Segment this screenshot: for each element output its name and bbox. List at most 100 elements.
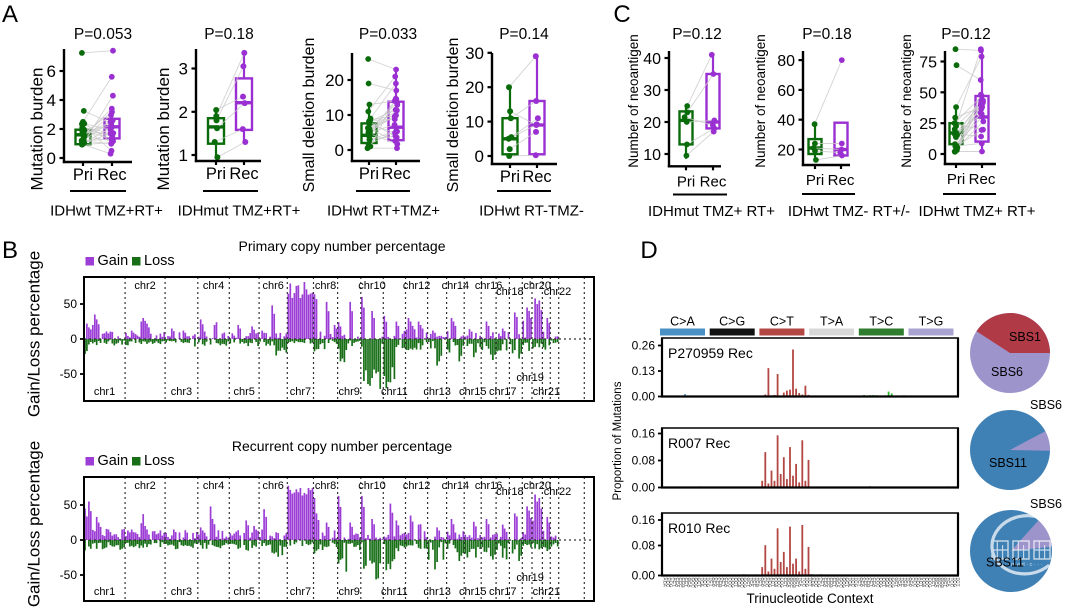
svg-text:chr1: chr1 (94, 386, 115, 398)
svg-text:TCC: TCC (752, 578, 757, 588)
svg-text:CCA: CCA (774, 578, 779, 589)
svg-text:ACA: ACA (663, 578, 668, 588)
svg-text:10: 10 (325, 106, 344, 125)
svg-text:TCG: TCG (952, 578, 957, 588)
svg-text:ACT: ACT (721, 578, 726, 587)
svg-text:SBS6: SBS6 (1030, 398, 1062, 412)
svg-text:Proportion of Mutations: Proportion of Mutations (612, 381, 624, 500)
svg-text:CCC: CCC (727, 578, 732, 589)
svg-text:chr4: chr4 (203, 480, 224, 492)
svg-text:IDHmut TMZ+RT+: IDHmut TMZ+RT+ (178, 203, 301, 220)
svg-text:0: 0 (475, 147, 484, 166)
svg-text:25: 25 (919, 116, 937, 133)
svg-text:GCT: GCT (697, 578, 702, 588)
svg-text:ACG: ACG (669, 578, 674, 588)
svg-text:CCG: CCG (829, 578, 834, 589)
svg-text:Pri: Pri (206, 165, 226, 183)
svg-text:ACG: ACG (915, 578, 920, 588)
svg-text:TCG: TCG (804, 578, 809, 588)
svg-text:GCC: GCC (838, 578, 843, 589)
svg-text:chr4: chr4 (203, 280, 224, 292)
svg-text:chr13: chr13 (423, 386, 451, 398)
svg-text:2: 2 (47, 120, 56, 139)
svg-text:Rec: Rec (229, 165, 258, 183)
svg-text:Rec: Rec (969, 171, 996, 188)
svg-text:ACC: ACC (666, 578, 671, 588)
svg-text:Small deletion burden: Small deletion burden (445, 38, 462, 193)
svg-text:TCA: TCA (700, 578, 705, 588)
svg-text:chr6: chr6 (263, 480, 284, 492)
svg-text:CCC: CCC (875, 578, 880, 589)
svg-text:GCA: GCA (934, 578, 939, 589)
svg-text:ACC: ACC (715, 578, 720, 588)
svg-text:TCC: TCC (801, 578, 806, 588)
svg-text:TCA: TCA (946, 578, 951, 588)
svg-text:CCA: CCA (724, 578, 729, 589)
svg-text:CCA: CCA (922, 578, 927, 589)
svg-text:GCC: GCC (789, 578, 794, 589)
svg-text:chr14: chr14 (442, 480, 470, 492)
svg-text:ACG: ACG (866, 578, 871, 588)
svg-text:50: 50 (64, 297, 78, 311)
svg-text:P=0.12: P=0.12 (672, 26, 722, 43)
svg-text:ACG: ACG (817, 578, 822, 588)
svg-text:P=0.18: P=0.18 (204, 26, 254, 43)
svg-text:0: 0 (47, 149, 56, 168)
svg-text:10: 10 (465, 113, 484, 132)
svg-text:chr18: chr18 (496, 486, 524, 498)
svg-text:A: A (2, 1, 18, 28)
svg-text:P=0.033: P=0.033 (359, 26, 417, 43)
svg-text:chr11: chr11 (381, 386, 408, 398)
svg-text:chr10: chr10 (358, 480, 386, 492)
svg-text:T>G: T>G (919, 315, 944, 329)
svg-text:6: 6 (47, 62, 56, 81)
svg-text:ACC: ACC (814, 578, 819, 588)
svg-text:chr8: chr8 (315, 480, 336, 492)
svg-text:TCT: TCT (808, 578, 813, 587)
svg-text:TCC: TCC (949, 578, 954, 588)
svg-text:40: 40 (777, 113, 795, 130)
svg-text:GCG: GCG (841, 578, 846, 589)
svg-text:chr22: chr22 (544, 486, 572, 498)
svg-text:Trinucleotide Context: Trinucleotide Context (746, 591, 873, 606)
svg-text:50: 50 (64, 498, 78, 512)
svg-text:· · · · m e d · c · · ·: · · · · m e d · c · · · (998, 562, 1043, 568)
svg-text:TCG: TCG (706, 578, 711, 588)
svg-text:C>A: C>A (670, 315, 695, 329)
svg-text:ACA: ACA (761, 578, 766, 588)
svg-text:chr12: chr12 (403, 480, 431, 492)
svg-text:GCT: GCT (845, 578, 850, 588)
svg-text:C>G: C>G (719, 315, 745, 329)
svg-text:chr10: chr10 (358, 280, 386, 292)
svg-text:GCG: GCG (792, 578, 797, 589)
svg-text:chr12: chr12 (403, 280, 431, 292)
svg-text:0.00: 0.00 (632, 390, 656, 404)
svg-text:CCA: CCA (823, 578, 828, 589)
svg-text:Pri: Pri (677, 173, 695, 190)
svg-text:CCT: CCT (882, 578, 887, 588)
svg-text:CCG: CCG (730, 578, 735, 589)
svg-text:0.16: 0.16 (632, 513, 656, 527)
svg-text:chr14: chr14 (442, 280, 470, 292)
svg-text:30: 30 (643, 83, 661, 100)
svg-text:ACC: ACC (912, 578, 917, 588)
svg-text:GCT: GCT (746, 578, 751, 588)
svg-text:chr5: chr5 (233, 386, 254, 398)
svg-text:20: 20 (465, 78, 484, 97)
svg-text:TCC: TCC (851, 578, 856, 588)
svg-text:30: 30 (465, 44, 484, 63)
svg-text:TCC: TCC (703, 578, 708, 588)
svg-text:ACT: ACT (919, 578, 924, 587)
svg-text:Primary copy number percentage: Primary copy number percentage (239, 238, 446, 254)
svg-text:Pri: Pri (947, 171, 965, 188)
svg-text:CCT: CCT (832, 578, 837, 588)
svg-text:chr11: chr11 (381, 586, 408, 598)
svg-text:GCA: GCA (885, 578, 890, 589)
svg-text:chr15: chr15 (459, 386, 487, 398)
svg-text:chr7: chr7 (290, 386, 311, 398)
svg-text:chr9: chr9 (339, 586, 360, 598)
svg-text:CCG: CCG (681, 578, 686, 589)
svg-text:TCC: TCC (900, 578, 905, 588)
svg-text:0.13: 0.13 (632, 364, 656, 378)
svg-text:1: 1 (179, 146, 188, 165)
